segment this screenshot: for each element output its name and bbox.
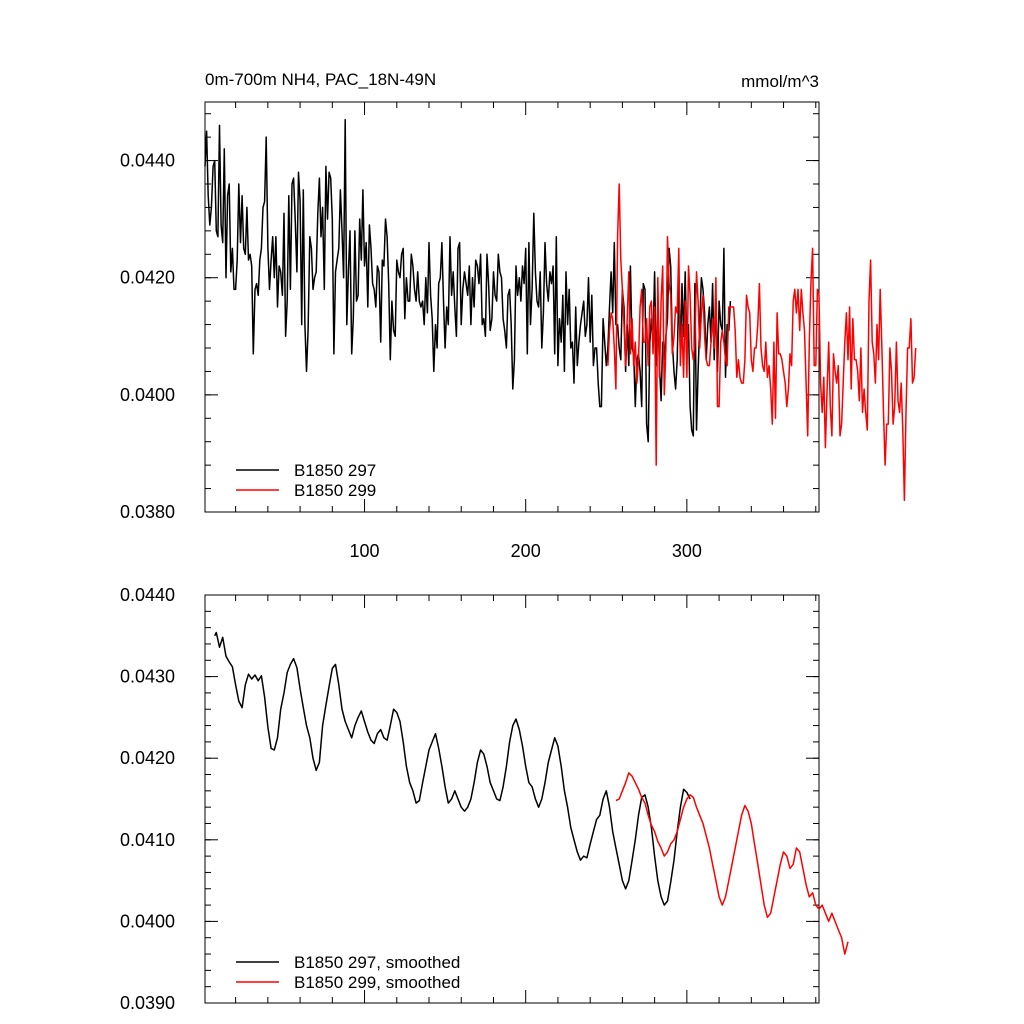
- top-plot-frame: [204, 101, 820, 513]
- top-xtick-label: 200: [511, 541, 541, 561]
- top-xtick-label: 100: [350, 541, 380, 561]
- chart-title-left: 0m-700m NH4, PAC_18N-49N: [205, 70, 436, 89]
- top-ytick-label: 0.0440: [120, 151, 175, 171]
- bottom-legend-label-1: B1850 297, smoothed: [294, 953, 460, 972]
- top-panel: 0.0380 0.0400 0.0420 0.0440 100 200 300 B1850 …: [120, 101, 917, 561]
- top-legend-label-1: B1850 297: [294, 461, 376, 480]
- bottom-ytick-label: 0.0400: [120, 911, 175, 931]
- bottom-panel: 0.0390 0.0400 0.0410 0.0420 0.0430 0.0440 B18…: [120, 585, 849, 1013]
- top-series-line-1: [204, 118, 732, 443]
- bottom-series-line-2: [615, 772, 849, 955]
- bottom-series-line-1: [214, 631, 691, 906]
- bottom-ytick-label: 0.0390: [120, 993, 175, 1013]
- bottom-ytick-label: 0.0420: [120, 748, 175, 768]
- bottom-ytick-label: 0.0440: [120, 585, 175, 605]
- bottom-legend-label-2: B1850 299, smoothed: [294, 973, 460, 992]
- bottom-ytick-label: 0.0410: [120, 830, 175, 850]
- bottom-plot-frame: [204, 594, 820, 1004]
- top-xtick-label: 300: [672, 541, 702, 561]
- chart-units: mmol/m^3: [741, 72, 819, 91]
- top-series-line-2: [607, 183, 917, 502]
- top-ytick-label: 0.0380: [120, 502, 175, 522]
- top-legend-label-2: B1850 299: [294, 481, 376, 500]
- bottom-ytick-label: 0.0430: [120, 667, 175, 687]
- top-ytick-label: 0.0400: [120, 385, 175, 405]
- top-ytick-label: 0.0420: [120, 268, 175, 288]
